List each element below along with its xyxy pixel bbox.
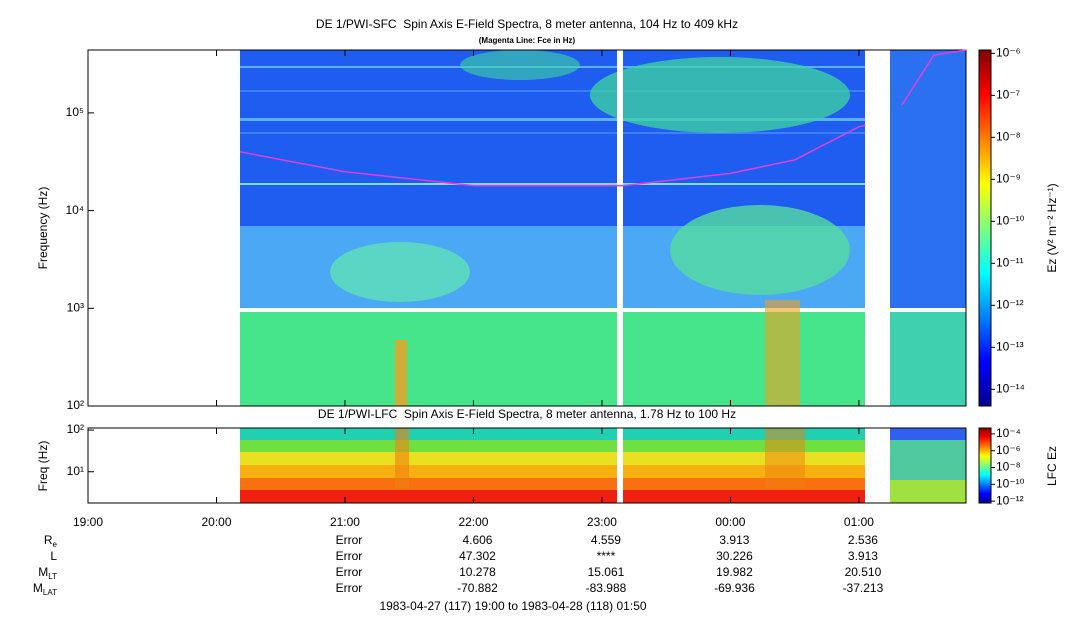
ephemeris-value: Error (336, 565, 363, 579)
colorbar (978, 49, 992, 407)
ephemeris-value: 19.982 (716, 565, 753, 579)
ephemeris-label-main: R (44, 533, 53, 547)
colorbar-tick-label: 10⁻⁷ (996, 87, 1020, 101)
x-tick-label: 22:00 (458, 515, 488, 529)
ephemeris-value: 30.226 (716, 549, 753, 563)
ephemeris-value: **** (597, 549, 616, 563)
chart-title: DE 1/PWI-LFC Spin Axis E-Field Spectra, … (318, 407, 736, 421)
plot-frame (87, 49, 967, 407)
ephemeris-label-sub: LAT (43, 588, 57, 597)
ephemeris-label-main: L (50, 549, 57, 563)
colorbar-tick-label: 10⁻¹¹ (996, 255, 1024, 269)
ephemeris-value: 4.606 (462, 533, 492, 547)
chart-subtitle: (Magenta Line: Fce in Hz) (479, 36, 576, 45)
ephemeris-value: 3.913 (719, 533, 749, 547)
ephemeris-value: Error (336, 533, 363, 547)
time-range: 1983-04-27 (117) 19:00 to 1983-04-28 (11… (379, 599, 646, 613)
colorbar-tick-label: 10⁻⁹ (996, 171, 1021, 185)
ephemeris-value: Error (336, 581, 363, 595)
colorbar-label: Ez (V² m⁻² Hz⁻¹) (1045, 183, 1059, 272)
ephemeris-value: -37.213 (843, 581, 884, 595)
y-tick-label: 10² (67, 398, 84, 412)
ephemeris-value: 10.278 (459, 565, 496, 579)
y-tick-label: 10⁵ (66, 105, 84, 119)
x-tick-label: 21:00 (330, 515, 360, 529)
colorbar-tick-label: 10⁻¹² (996, 297, 1024, 311)
y-tick-label: 10³ (67, 300, 84, 314)
ephemeris-value: 20.510 (845, 565, 882, 579)
colorbar-tick-label: 10⁻⁴ (996, 426, 1021, 440)
ephemeris-value: 15.061 (588, 565, 625, 579)
ephemeris-label: MLAT (33, 581, 57, 597)
colorbar-tick-label: 10⁻⁶ (996, 443, 1021, 457)
colorbar-tick-label: 10⁻⁸ (996, 129, 1021, 143)
ephemeris-label: L (50, 549, 57, 563)
colorbar-tick-label: 10⁻¹⁴ (996, 381, 1025, 395)
ephemeris-label-sub: LT (48, 572, 57, 581)
spectrogram-image (240, 50, 966, 503)
y-tick-label: 10⁴ (65, 203, 84, 217)
colorbar-tick-label: 10⁻¹² (996, 493, 1024, 507)
ephemeris-value: 47.302 (459, 549, 496, 563)
ephemeris-value: -83.988 (586, 581, 627, 595)
chart-title: DE 1/PWI-SFC Spin Axis E-Field Spectra, … (316, 17, 738, 31)
ephemeris-label-main: M (38, 565, 48, 579)
ephemeris-label-sub: e (53, 540, 58, 549)
colorbar (978, 427, 992, 504)
ephemeris-label: Re (44, 533, 58, 549)
ephemeris-label: MLT (38, 565, 57, 581)
y-tick-label: 10² (67, 422, 84, 436)
colorbar-tick-label: 10⁻¹³ (996, 339, 1024, 353)
ephemeris-value: 2.536 (848, 533, 878, 547)
y-axis-label: Frequency (Hz) (36, 187, 50, 270)
x-tick-label: 19:00 (73, 515, 103, 529)
ephemeris-label-main: M (33, 581, 43, 595)
x-tick-label: 01:00 (844, 515, 874, 529)
x-tick-label: 23:00 (587, 515, 617, 529)
y-tick-label: 10¹ (67, 464, 84, 478)
colorbar-label: LFC Ez (1045, 446, 1059, 486)
y-axis-label: Freq (Hz) (36, 441, 50, 492)
colorbar-tick-label: 10⁻¹⁰ (996, 213, 1025, 227)
ephemeris-value: Error (336, 549, 363, 563)
ephemeris-value: -70.882 (457, 581, 498, 595)
ephemeris-value: 4.559 (591, 533, 621, 547)
x-tick-label: 00:00 (715, 515, 745, 529)
ephemeris-value: -69.936 (714, 581, 755, 595)
colorbar-tick-label: 10⁻¹⁰ (996, 476, 1025, 490)
x-tick-label: 20:00 (201, 515, 231, 529)
colorbar-tick-label: 10⁻⁶ (996, 45, 1021, 59)
ephemeris-value: 3.913 (848, 549, 878, 563)
colorbar-tick-label: 10⁻⁸ (996, 460, 1021, 474)
plot-frame (87, 427, 967, 504)
fce-line (239, 49, 967, 187)
